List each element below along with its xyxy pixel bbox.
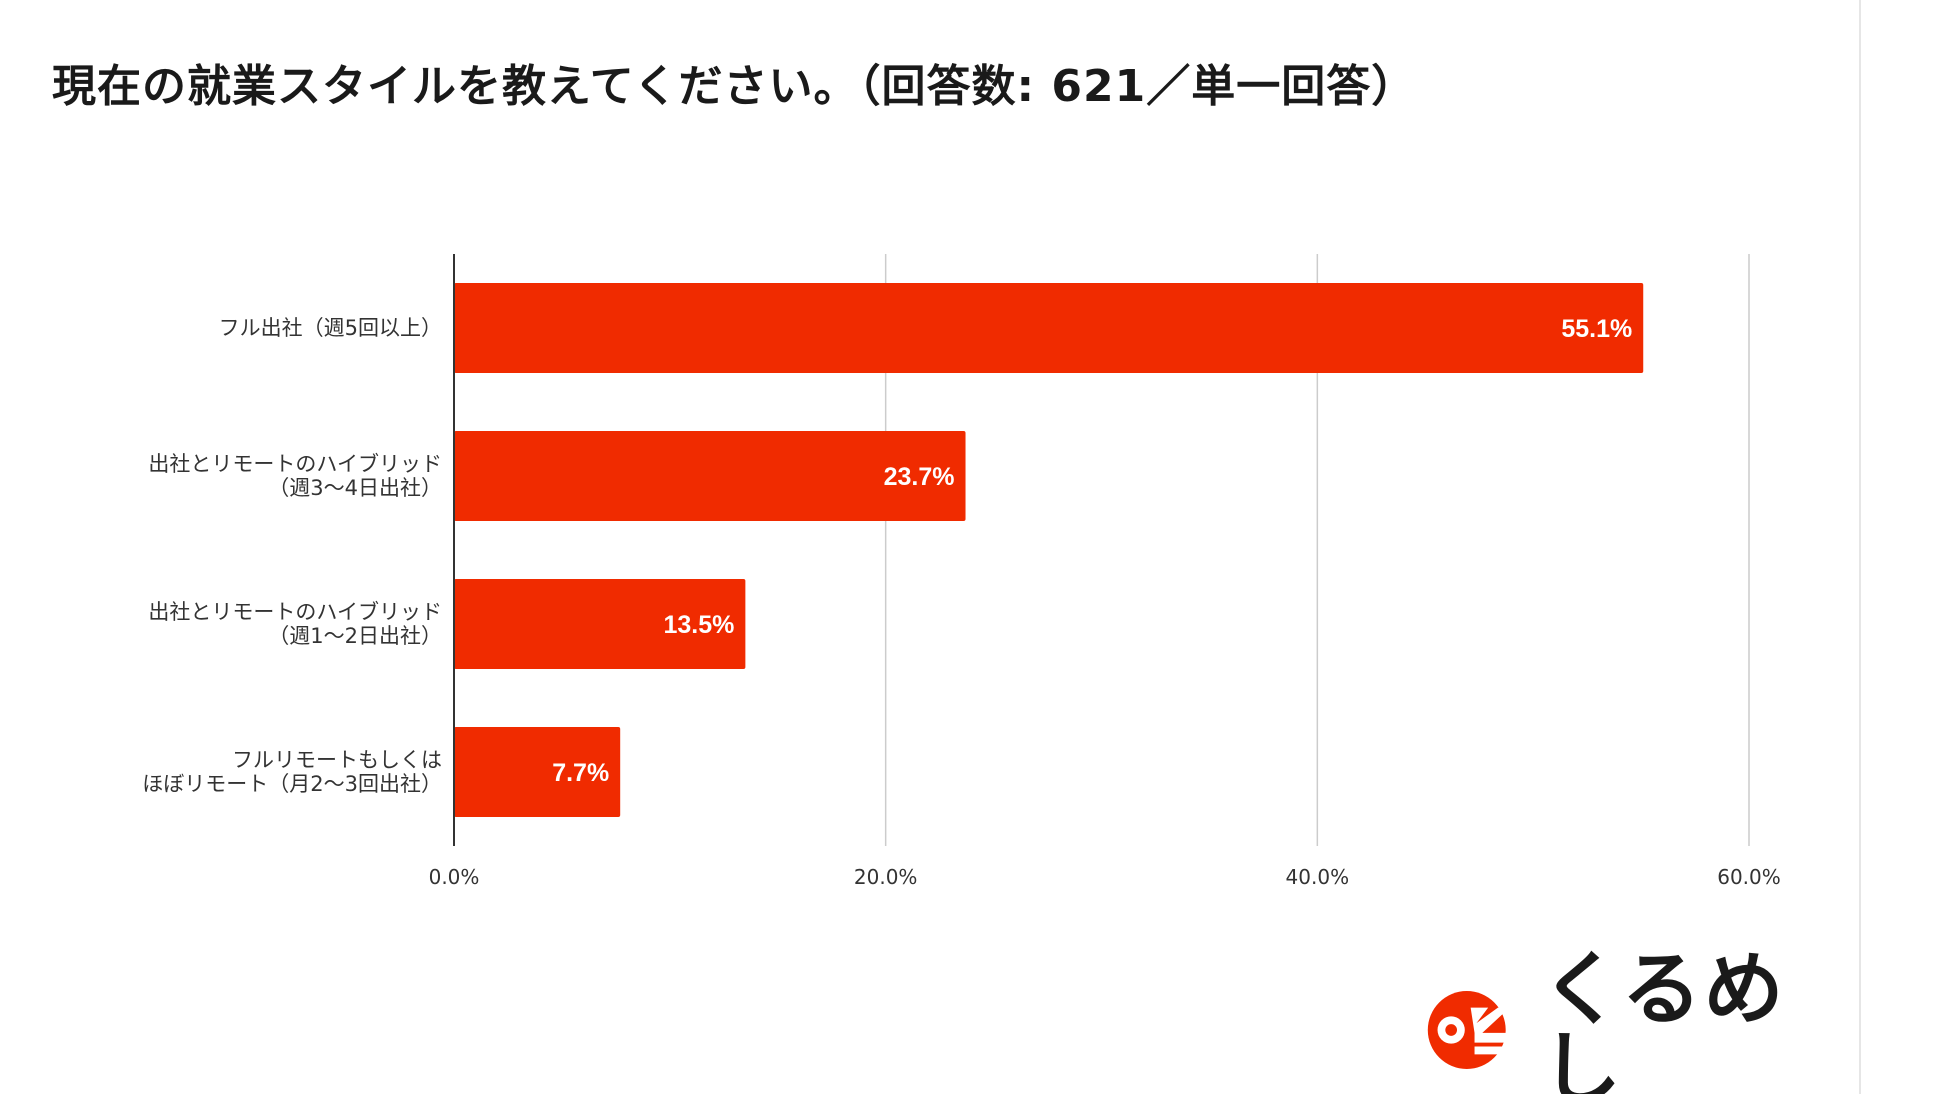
brand-name: くるめし: [1541, 943, 1786, 1094]
bar-chart: 55.1% 23.7% 13.5% 7.7% 0.0% 20.0% 40.0% 60.0% フ…: [142, 254, 1781, 889]
chart-title: 現在の就業スタイルを教えてください。（回答数: 621／単一回答）: [52, 61, 1417, 112]
brand-logo: くるめし: [1420, 950, 1859, 1094]
x-tick-label-0: 0.0%: [429, 865, 480, 889]
category-label-2: 出社とリモートのハイブリッド（週1〜2日出社）: [148, 600, 442, 648]
category-label-line: 出社とリモートのハイブリッド: [148, 452, 442, 476]
axis-layer: 0.0% 20.0% 40.0% 60.0% フル出社（週5回以上） 出社とリモートのハイ…: [142, 254, 1781, 889]
data-label-0: 55.1%: [1561, 315, 1632, 343]
category-label-line: フルリモートもしくは: [232, 748, 442, 772]
x-tick-label-3: 60.0%: [1717, 865, 1781, 889]
category-label-line: （週3〜4日出社）: [268, 476, 442, 500]
category-label-line: （週1〜2日出社）: [268, 624, 442, 648]
bar-layer: 55.1% 23.7% 13.5% 7.7%: [454, 283, 1644, 817]
data-label-1: 23.7%: [884, 463, 955, 491]
kurumeshi-logo-icon: [1427, 991, 1510, 1069]
category-label-0: フル出社（週5回以上）: [219, 316, 442, 340]
bar-3: [454, 727, 621, 817]
category-label-line: 出社とリモートのハイブリッド: [148, 600, 442, 624]
chart-card: 現在の就業スタイルを教えてください。（回答数: 621／単一回答） 55.1% 2…: [52, 0, 1861, 1094]
category-label-line: フル出社（週5回以上）: [219, 316, 442, 340]
bar-1: [454, 431, 966, 521]
data-label-3: 7.7%: [552, 759, 609, 787]
bar-0: [454, 283, 1644, 373]
category-label-1: 出社とリモートのハイブリッド（週3〜4日出社）: [148, 452, 442, 500]
category-label-3: フルリモートもしくはほぼリモート（月2〜3回出社）: [142, 748, 442, 796]
data-label-2: 13.5%: [663, 611, 734, 639]
bar-2: [454, 579, 746, 669]
x-tick-label-1: 20.0%: [854, 865, 918, 889]
category-label-line: ほぼリモート（月2〜3回出社）: [142, 772, 442, 796]
x-tick-label-2: 40.0%: [1286, 865, 1350, 889]
